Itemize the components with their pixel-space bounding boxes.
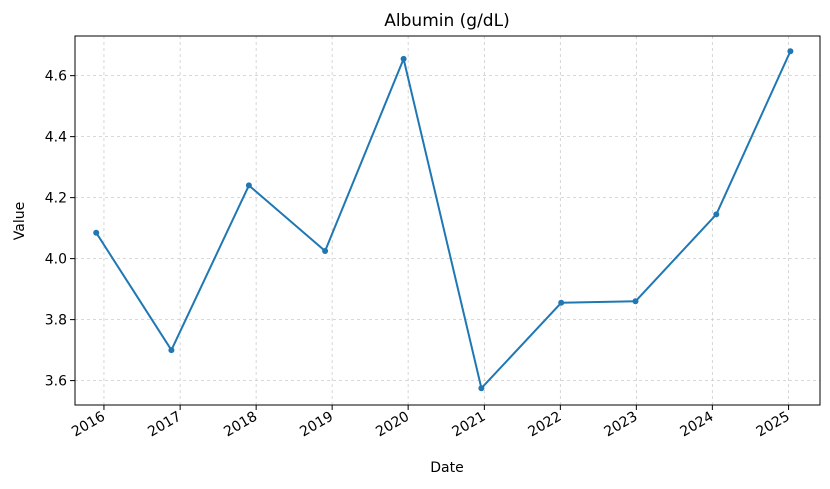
data-point (478, 385, 485, 392)
grid-lines (75, 36, 820, 405)
y-tick-label: 4.0 (45, 252, 67, 268)
chart-title: Albumin (g/dL) (384, 11, 509, 31)
x-axis-label: Date (430, 460, 463, 476)
data-point (713, 211, 720, 218)
y-tick-label: 3.8 (45, 313, 67, 329)
data-point (558, 299, 565, 306)
y-axis-label: Value (12, 202, 28, 240)
data-point (400, 55, 407, 62)
data-point (168, 347, 175, 354)
y-tick-label: 4.4 (45, 130, 67, 146)
data-point (245, 182, 252, 189)
plot-frame (74, 35, 821, 406)
series-line-group (93, 48, 794, 392)
data-point (632, 298, 639, 305)
y-tick-label: 3.6 (45, 374, 67, 390)
y-axis: 3.6 3.8 4.0 4.2 4.4 4.6 (45, 69, 75, 390)
y-tick-label: 4.6 (45, 69, 67, 85)
data-point (93, 229, 100, 236)
y-tick-label: 4.2 (45, 191, 67, 207)
series-line (95, 50, 792, 390)
data-point (322, 248, 329, 254)
data-point (787, 48, 794, 55)
